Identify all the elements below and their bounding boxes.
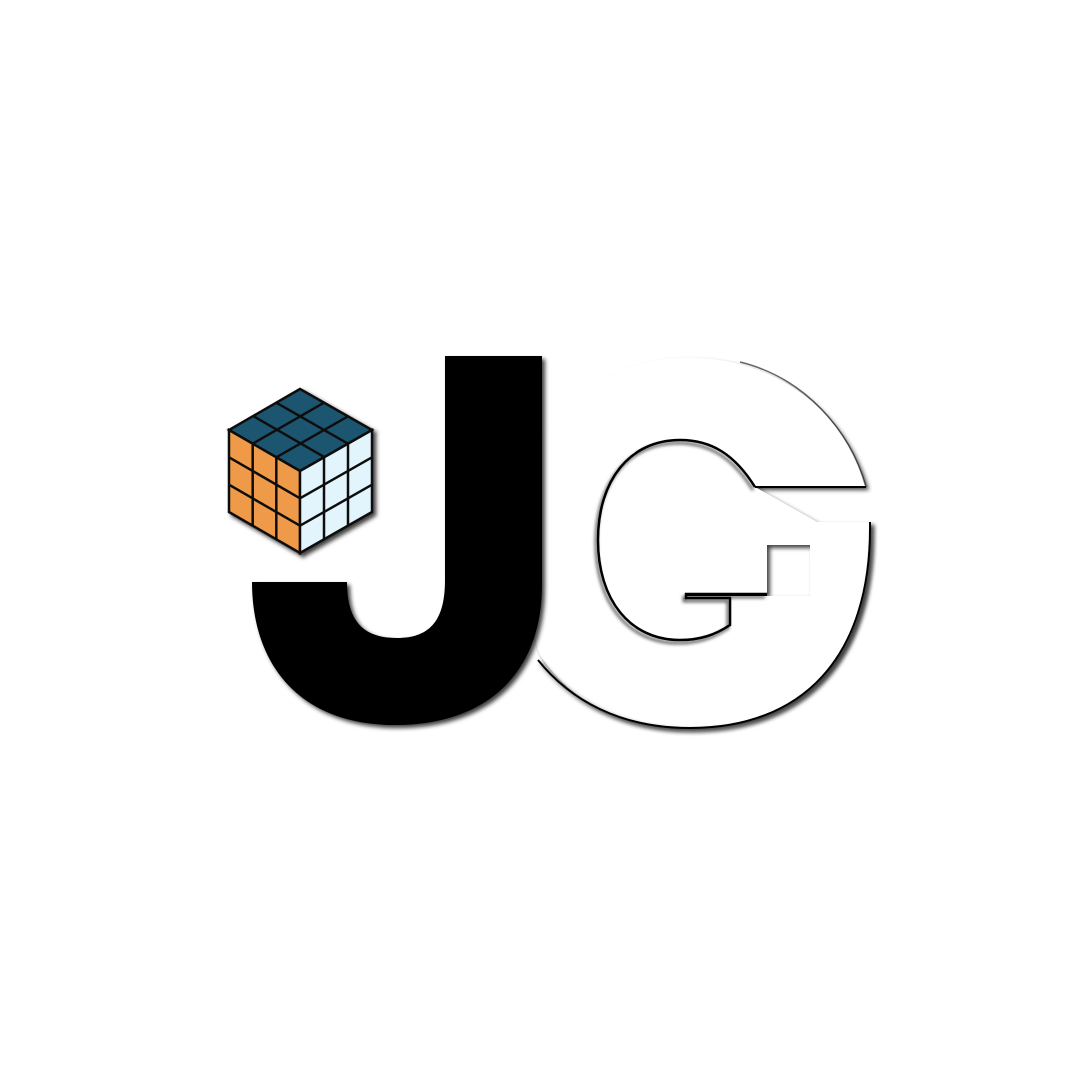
g-outer-edge bbox=[537, 521, 872, 730]
g-counter bbox=[596, 438, 767, 642]
g-outline bbox=[525, 357, 870, 728]
rubiks-cube-icon bbox=[226, 387, 375, 556]
letter-j bbox=[252, 356, 542, 725]
letter-g bbox=[525, 357, 872, 730]
j-shape bbox=[252, 356, 542, 725]
g-top-edge bbox=[739, 361, 867, 488]
